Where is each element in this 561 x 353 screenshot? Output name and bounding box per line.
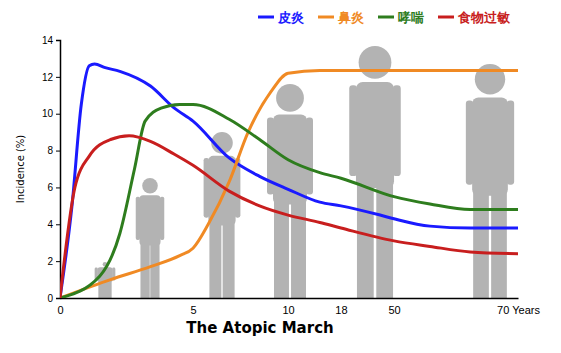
silhouette <box>349 46 401 298</box>
legend-swatch <box>258 16 274 19</box>
y-axis-title: Incidence (%) <box>15 135 26 204</box>
legend-label: 食物过敏 <box>457 10 511 25</box>
silhouette-leg <box>291 200 306 298</box>
y-axis-line <box>56 41 61 299</box>
x-axis: 0 5 10 18 50 70 Years <box>57 298 540 316</box>
y-tick-label: 6 <box>47 182 53 193</box>
y-tick: 14 <box>42 35 60 46</box>
silhouette <box>136 178 165 298</box>
y-tick-label: 14 <box>42 35 54 46</box>
silhouette-leg <box>209 222 221 298</box>
x-tick: 10 <box>282 298 294 316</box>
silhouette-leg <box>105 282 112 298</box>
chart: 0 2 4 6 8 10 12 14 0 5 10 18 50 70 Years The Atopic Ma… <box>0 0 561 353</box>
y-tick-label: 8 <box>47 145 53 156</box>
series-line <box>60 64 518 298</box>
x-tick-label: 50 <box>388 304 400 316</box>
x-tick-label: 10 <box>282 304 294 316</box>
y-tick: 10 <box>42 108 60 119</box>
x-tick-label: 70 Years <box>497 304 540 316</box>
silhouette-head <box>276 84 304 112</box>
y-tick-label: 12 <box>42 72 54 83</box>
silhouette-body <box>139 195 160 245</box>
y-tick: 2 <box>47 256 60 267</box>
y-tick-mark <box>56 224 60 225</box>
silhouette-arm <box>204 158 210 218</box>
y-tick-label: 4 <box>47 219 53 230</box>
x-tick-label: 5 <box>190 304 196 316</box>
y-tick-mark <box>56 151 60 152</box>
x-tick-label: 18 <box>335 304 347 316</box>
silhouette-arm <box>136 197 140 240</box>
silhouette-body <box>356 82 394 188</box>
legend-label: 鼻炎 <box>337 10 364 25</box>
x-tick: 50 <box>388 298 400 316</box>
silhouette-arm <box>306 117 313 194</box>
y-tick: 4 <box>47 219 60 230</box>
x-tick-label: 0 <box>57 304 63 316</box>
legend-item: 食物过敏 <box>438 10 511 25</box>
y-tick-mark <box>56 114 60 115</box>
silhouette-head <box>142 178 158 194</box>
x-axis-title: The Atopic March <box>186 319 333 337</box>
y-tick-mark <box>56 187 60 188</box>
silhouette-arm <box>349 85 357 176</box>
y-tick-mark <box>56 298 60 299</box>
plot-area <box>60 64 518 298</box>
silhouette-arm <box>160 197 164 240</box>
y-tick: 12 <box>42 72 60 83</box>
legend: 皮炎 鼻炎 哮喘 食物过敏 <box>258 10 511 25</box>
legend-label: 皮炎 <box>277 10 304 25</box>
y-axis: 0 2 4 6 8 10 12 14 <box>42 35 61 304</box>
y-tick-label: 10 <box>42 108 54 119</box>
silhouette-arm <box>507 101 514 185</box>
silhouette-leg <box>223 222 235 298</box>
legend-swatch <box>318 16 334 19</box>
y-tick: 6 <box>47 182 60 193</box>
y-tick-mark <box>56 261 60 262</box>
y-tick-label: 2 <box>47 256 53 267</box>
silhouette <box>466 64 514 298</box>
y-tick-label: 0 <box>47 293 53 304</box>
y-tick-mark <box>56 40 60 41</box>
x-tick: 18 <box>335 298 347 316</box>
legend-item: 哮喘 <box>378 10 424 25</box>
y-tick: 0 <box>47 293 60 304</box>
silhouette-arm <box>393 85 401 176</box>
silhouette-head <box>475 64 505 94</box>
series-line <box>60 105 518 299</box>
silhouette-head <box>359 46 392 79</box>
legend-item: 皮炎 <box>258 10 304 25</box>
y-tick: 8 <box>47 145 60 156</box>
y-tick-mark <box>56 77 60 78</box>
series-line <box>60 70 518 298</box>
legend-swatch <box>438 16 454 19</box>
legend-swatch <box>378 16 394 19</box>
legend-label: 哮喘 <box>398 10 424 25</box>
silhouette-leg <box>357 183 374 298</box>
x-tick: 5 <box>190 298 196 316</box>
silhouette-leg <box>150 243 159 298</box>
silhouette-body <box>472 97 508 195</box>
silhouette-arm <box>466 101 473 185</box>
x-tick: 0 <box>57 298 63 316</box>
silhouettes <box>95 46 514 298</box>
x-tick: 70 Years <box>497 298 540 316</box>
silhouette <box>204 132 241 298</box>
legend-item: 鼻炎 <box>318 10 364 25</box>
silhouette-leg <box>473 191 489 298</box>
silhouette-leg <box>491 191 507 298</box>
x-axis-line <box>61 298 519 300</box>
series-line <box>60 136 518 298</box>
